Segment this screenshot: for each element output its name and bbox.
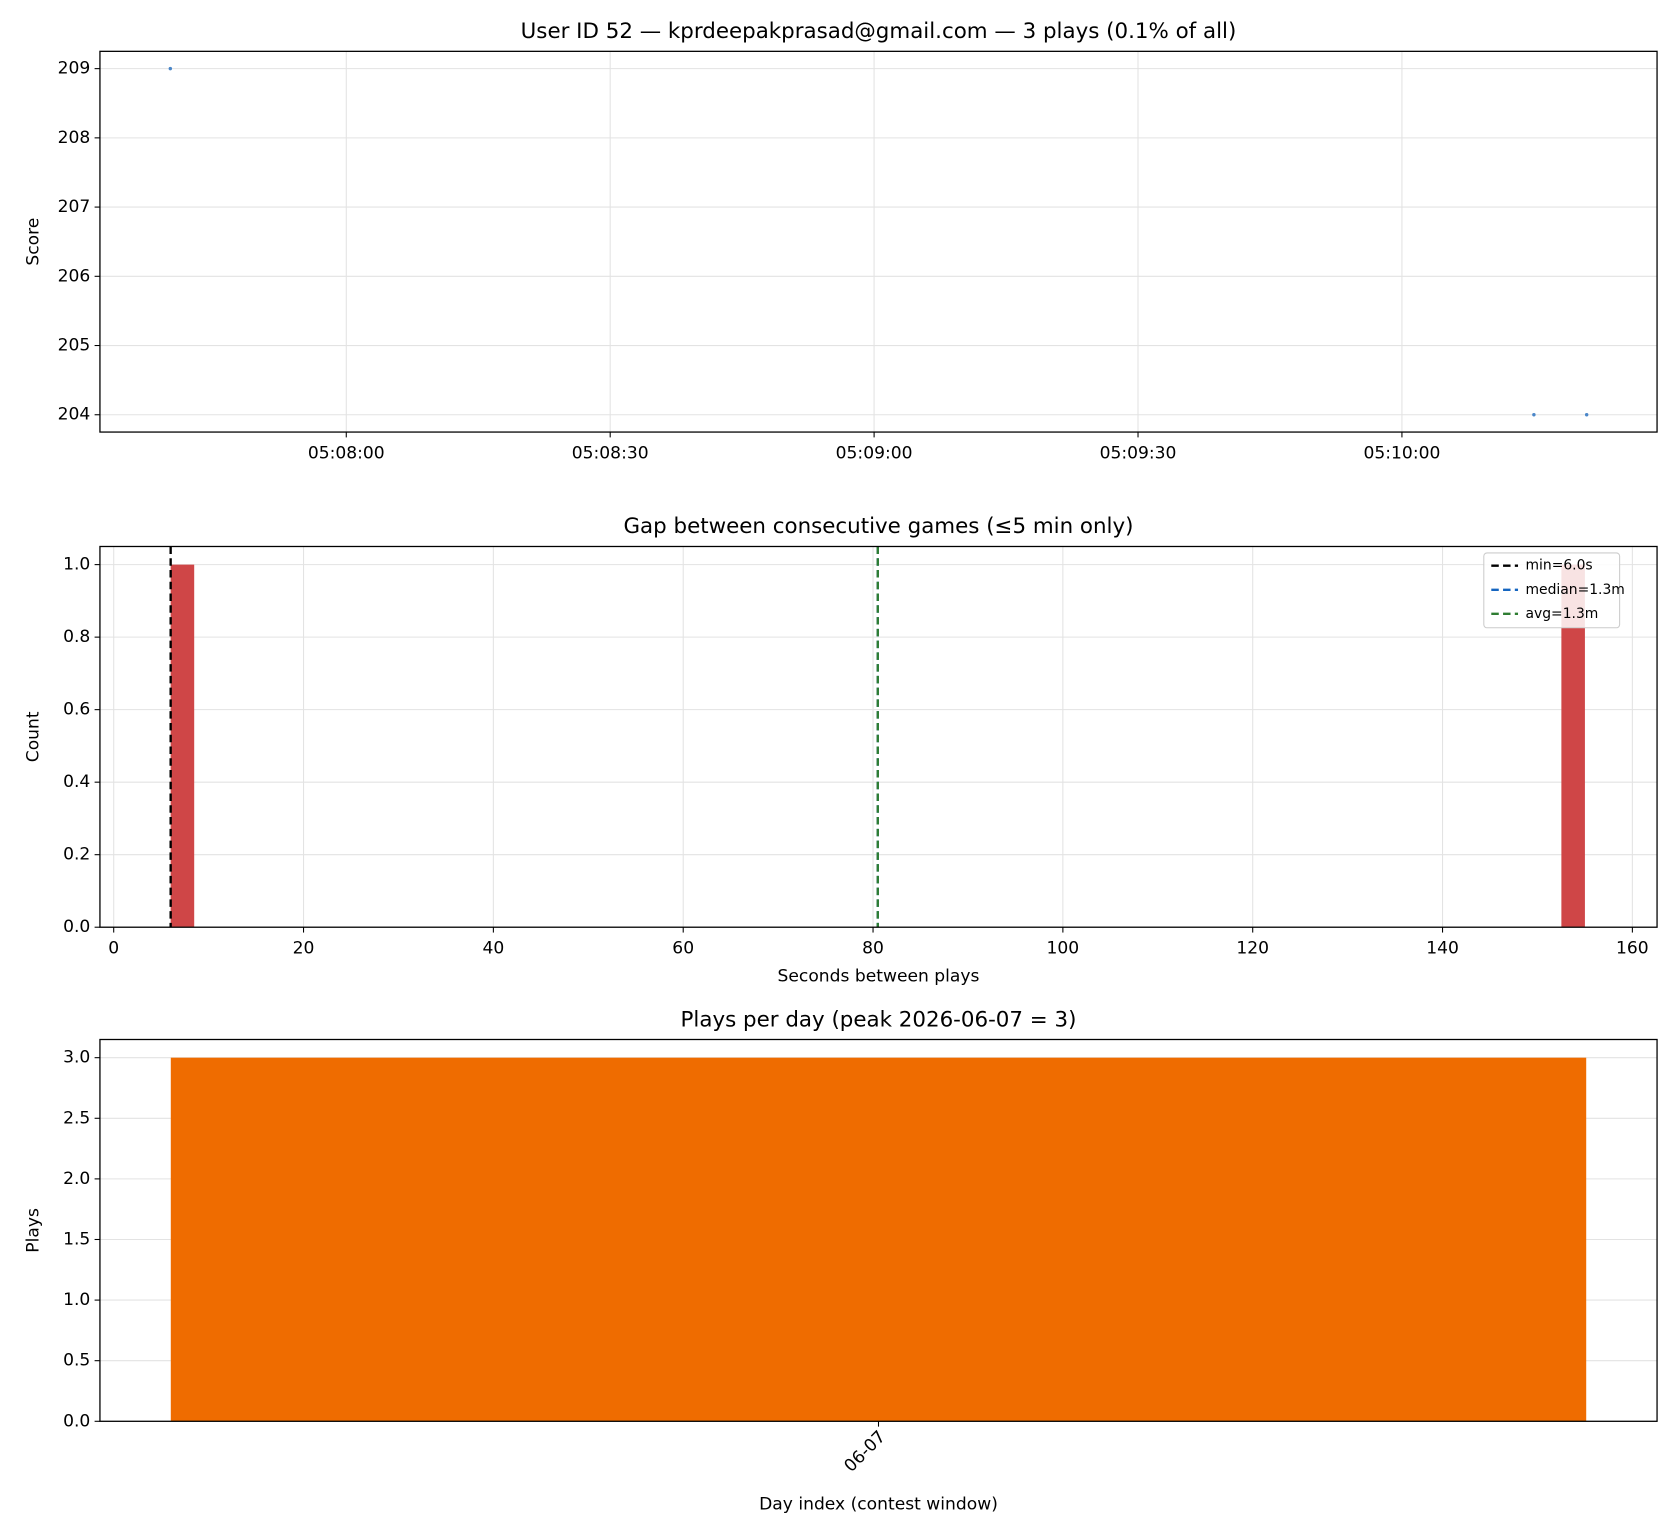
x-tick-label: 140 [1426, 939, 1459, 959]
y-tick-label: 204 [58, 405, 91, 425]
x-axis-label: Seconds between plays [778, 966, 980, 986]
y-axis-label: Count [24, 711, 44, 762]
x-tick-label: 05:09:30 [1100, 443, 1177, 463]
y-axis-label: Plays [24, 1208, 44, 1253]
x-tick-label: 40 [482, 939, 504, 959]
x-tick-label: 05:08:00 [308, 443, 385, 463]
legend-label: avg=1.3m [1526, 606, 1599, 622]
y-tick-label: 0.2 [63, 845, 90, 865]
y-tick-label: 2.5 [63, 1108, 90, 1128]
y-tick-label: 0.0 [63, 917, 90, 937]
legend: min=6.0s median=1.3m avg=1.3m [1483, 552, 1625, 629]
hist-bar [170, 564, 195, 928]
y-tick-label: 207 [58, 197, 91, 217]
y-tick-label: 206 [58, 266, 91, 286]
bar [170, 1057, 1587, 1422]
axes-frame [99, 545, 1658, 928]
x-tick-label: 160 [1616, 939, 1649, 959]
x-tick-label: 0 [108, 939, 119, 959]
chart-title: Plays per day (peak 2026-06-07 = 3) [681, 1007, 1077, 1032]
y-tick-label: 1.0 [63, 1290, 90, 1310]
x-tick-label: 05:10:00 [1364, 443, 1441, 463]
y-tick-label: 205 [58, 336, 91, 356]
x-tick-label: 05:09:00 [836, 443, 913, 463]
legend-label: median=1.3m [1526, 582, 1625, 598]
y-tick-label: 1.0 [63, 555, 90, 575]
y-tick-label: 0.8 [63, 627, 90, 647]
x-axis-label: Day index (contest window) [759, 1495, 998, 1515]
x-tick-label: 100 [1047, 939, 1080, 959]
point [1584, 413, 1589, 417]
x-tick-label: 80 [862, 939, 884, 959]
y-tick-label: 0.4 [63, 772, 90, 792]
y-tick-label: 208 [58, 128, 91, 148]
y-tick-label: 0.5 [63, 1351, 90, 1371]
chart-title: Gap between consecutive games (≤5 min on… [624, 514, 1134, 539]
y-tick-label: 2.0 [63, 1169, 90, 1189]
chart-title: User ID 52 — kprdeepakprasad@gmail.com —… [521, 19, 1237, 44]
y-tick-label: 0.6 [63, 700, 90, 720]
x-tick-label: 20 [293, 939, 315, 959]
y-tick-label: 209 [58, 59, 91, 79]
y-tick-label: 0.0 [63, 1411, 90, 1431]
x-tick-label: 60 [672, 939, 694, 959]
point [1532, 413, 1536, 417]
x-tick-label: 05:08:30 [572, 443, 649, 463]
y-tick-label: 1.5 [63, 1229, 90, 1249]
axes-frame [99, 50, 1658, 433]
hist-bar [1561, 564, 1585, 928]
point [168, 66, 173, 71]
legend-label: min=6.0s [1526, 558, 1593, 574]
legend-box [1483, 552, 1621, 629]
y-axis-label: Score [24, 218, 44, 266]
axes-frame [99, 1038, 1658, 1422]
y-tick-label: 3.0 [63, 1048, 90, 1068]
x-tick-label: 120 [1236, 939, 1269, 959]
